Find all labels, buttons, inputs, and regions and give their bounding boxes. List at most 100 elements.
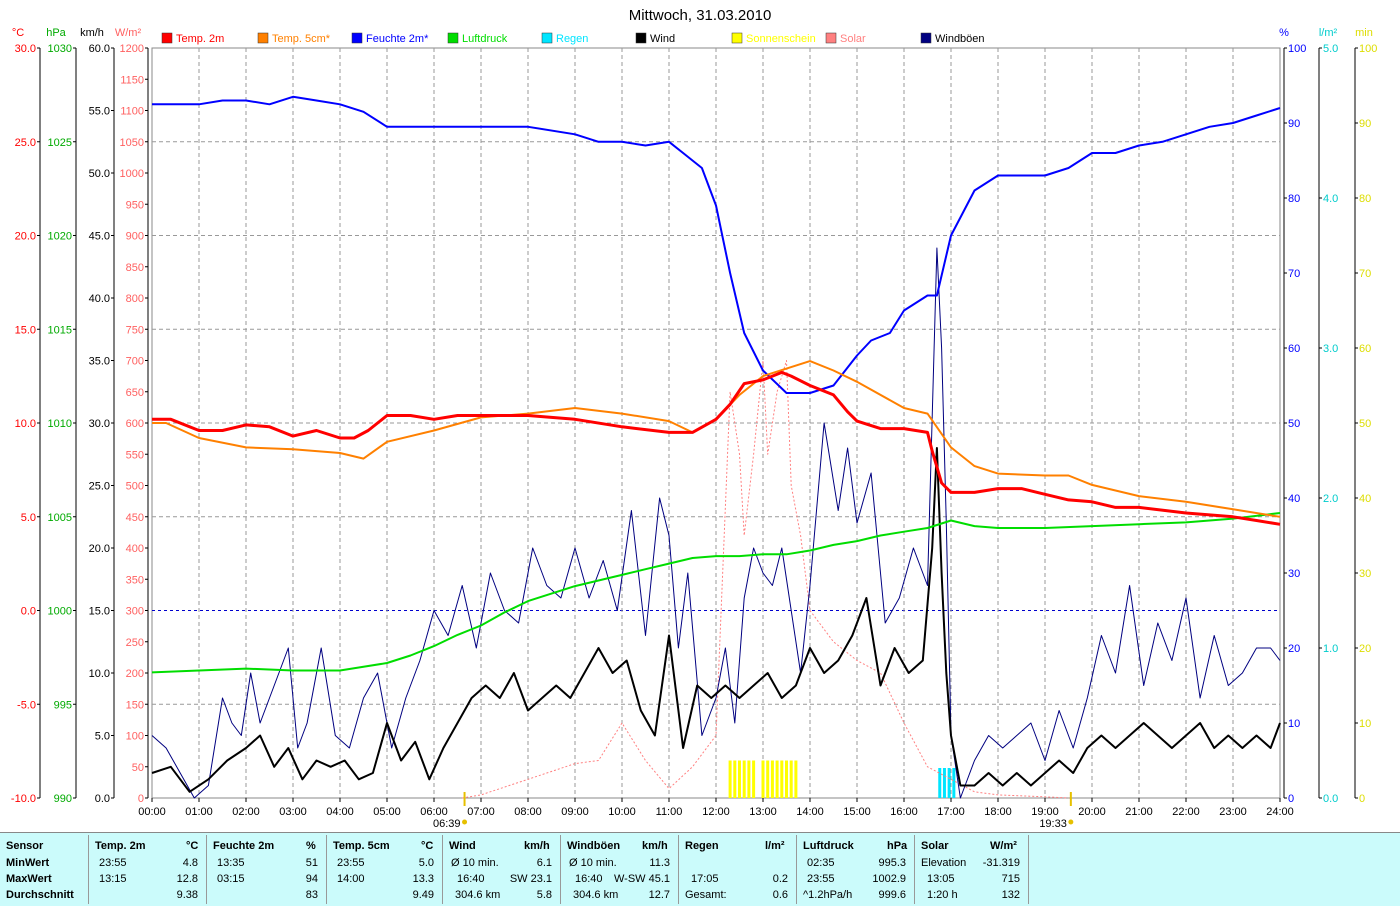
legend-swatch — [257, 32, 269, 44]
header-feuchte-unit: % — [306, 840, 316, 852]
x-tick-label: 05:00 — [373, 806, 401, 818]
wind-tick-label: 45.0 — [89, 231, 110, 243]
legend-swatch — [635, 32, 647, 44]
press-tick-label: 1025 — [48, 137, 72, 149]
hum-axis-unit: % — [1279, 27, 1289, 39]
series-windb-en-line — [151, 247, 1281, 799]
rain-tick-label: 4.0 — [1323, 193, 1338, 205]
sunshine-bar — [752, 760, 756, 798]
series-temp-2m-line — [152, 370, 1281, 526]
legend-label: Regen — [556, 33, 588, 45]
temp-tick-label: 20.0 — [15, 231, 36, 243]
sun-tick-label: 80 — [1359, 193, 1371, 205]
solar-tick-label: 1050 — [120, 137, 144, 149]
x-tick-label: 13:00 — [749, 806, 777, 818]
x-tick-label: 19:00 — [1031, 806, 1059, 818]
solar-tick-label: 700 — [126, 356, 144, 368]
min-wind-label: Ø 10 min. — [451, 857, 499, 869]
solar-tick-label: 300 — [126, 606, 144, 618]
sunshine-bar — [742, 760, 746, 798]
header-temp5cm: Temp. 5cm — [333, 840, 390, 852]
solar-tick-label: 950 — [126, 199, 144, 211]
summary-table: Sensor Temp. 2m °C Feuchte 2m % Temp. 5c… — [0, 832, 1400, 906]
row-label-max: MaxWert — [6, 873, 52, 885]
chart-axes: 00:00 01:00 02:00 03:00 04:00 05:00 06:00 07:00… — [11, 27, 1377, 818]
header-temp2m: Temp. 2m — [95, 840, 146, 852]
legend-swatch — [731, 32, 743, 44]
max-temp2m-value: 12.8 — [176, 873, 198, 885]
x-tick-label: 14:00 — [796, 806, 824, 818]
solar-tick-label: 200 — [126, 668, 144, 680]
min-boeen-value: 11.3 — [649, 857, 670, 869]
header-solar: Solar — [921, 840, 949, 852]
hum-tick-label: 70 — [1288, 268, 1300, 280]
sun-tick-label: 100 — [1359, 43, 1377, 55]
legend-swatch — [351, 32, 363, 44]
x-tick-label: 20:00 — [1078, 806, 1106, 818]
avg-regen-label: Gesamt: — [685, 889, 727, 901]
solar-tick-label: 400 — [126, 543, 144, 555]
legend-swatch — [825, 32, 837, 44]
wind-tick-label: 25.0 — [89, 481, 110, 493]
header-wind: Wind — [449, 840, 476, 852]
header-wind-unit: km/h — [524, 840, 550, 852]
chart-bars — [728, 760, 956, 798]
sunshine-bar — [785, 760, 788, 798]
sun-tick-label: 10 — [1359, 718, 1371, 730]
sunshine-bar — [780, 760, 784, 798]
max-temp2m-time: 13:15 — [99, 873, 127, 885]
temp-tick-label: 15.0 — [15, 324, 36, 336]
solar-tick-label: 900 — [126, 231, 144, 243]
solar-tick-label: 600 — [126, 418, 144, 430]
wind-tick-label: 40.0 — [89, 293, 110, 305]
sun-tick-label: 20 — [1359, 643, 1371, 655]
x-tick-label: 10:00 — [608, 806, 636, 818]
sunrise-sun-icon — [462, 819, 468, 825]
solar-tick-label: 1100 — [120, 106, 144, 118]
chart-title: Mittwoch, 31.03.2010 — [629, 7, 772, 24]
sunshine-bar — [747, 760, 751, 798]
hum-tick-label: 60 — [1288, 343, 1300, 355]
wind-tick-label: 20.0 — [89, 543, 110, 555]
press-tick-label: 1010 — [48, 418, 72, 430]
sunshine-bar — [789, 760, 793, 798]
x-tick-label: 11:00 — [656, 806, 683, 818]
x-tick-label: 01:00 — [185, 806, 213, 818]
hum-tick-label: 80 — [1288, 193, 1300, 205]
hum-tick-label: 10 — [1288, 718, 1300, 730]
min-temp5cm-value: 5.0 — [418, 857, 434, 869]
solar-tick-label: 500 — [126, 481, 144, 493]
max-solar-value: 715 — [1001, 873, 1020, 885]
min-wind-value: 6.1 — [536, 857, 552, 869]
avg-temp2m-value: 9.38 — [176, 889, 198, 901]
header-windboeen: Windböen — [567, 840, 621, 852]
max-wind-time: 16:40 — [457, 873, 485, 885]
solar-tick-label: 0 — [138, 793, 144, 805]
header-temp5cm-unit: °C — [421, 840, 434, 852]
avg-boeen-value: 12.7 — [648, 889, 670, 901]
sun-tick-label: 50 — [1359, 418, 1371, 430]
wind-tick-label: 5.0 — [95, 731, 110, 743]
sun-tick-label: 90 — [1359, 118, 1371, 130]
x-tick-label: 07:00 — [467, 806, 495, 818]
solar-tick-label: 450 — [126, 512, 144, 524]
press-tick-label: 1005 — [48, 512, 72, 524]
solar-tick-label: 350 — [126, 574, 144, 586]
rain-tick-label: 3.0 — [1323, 343, 1338, 355]
series-luftdruck-line — [151, 512, 1281, 674]
solar-tick-label: 250 — [126, 637, 144, 649]
min-temp2m-time: 23:55 — [99, 857, 127, 869]
avg-regen-value: 0.6 — [772, 889, 788, 901]
hum-tick-label: 40 — [1288, 493, 1300, 505]
solar-tick-label: 850 — [126, 262, 144, 274]
solar-tick-label: 100 — [126, 731, 144, 743]
min-boeen-label: Ø 10 min. — [569, 857, 617, 869]
solar-tick-label: 550 — [126, 449, 144, 461]
sunshine-bar — [728, 760, 732, 798]
temp-tick-label: 5.0 — [21, 512, 36, 524]
rain-bar — [947, 768, 951, 798]
rain-bar — [938, 768, 942, 798]
max-temp5cm-time: 14:00 — [337, 873, 365, 885]
press-tick-label: 1015 — [48, 324, 72, 336]
series-solar-line — [462, 360, 1069, 799]
